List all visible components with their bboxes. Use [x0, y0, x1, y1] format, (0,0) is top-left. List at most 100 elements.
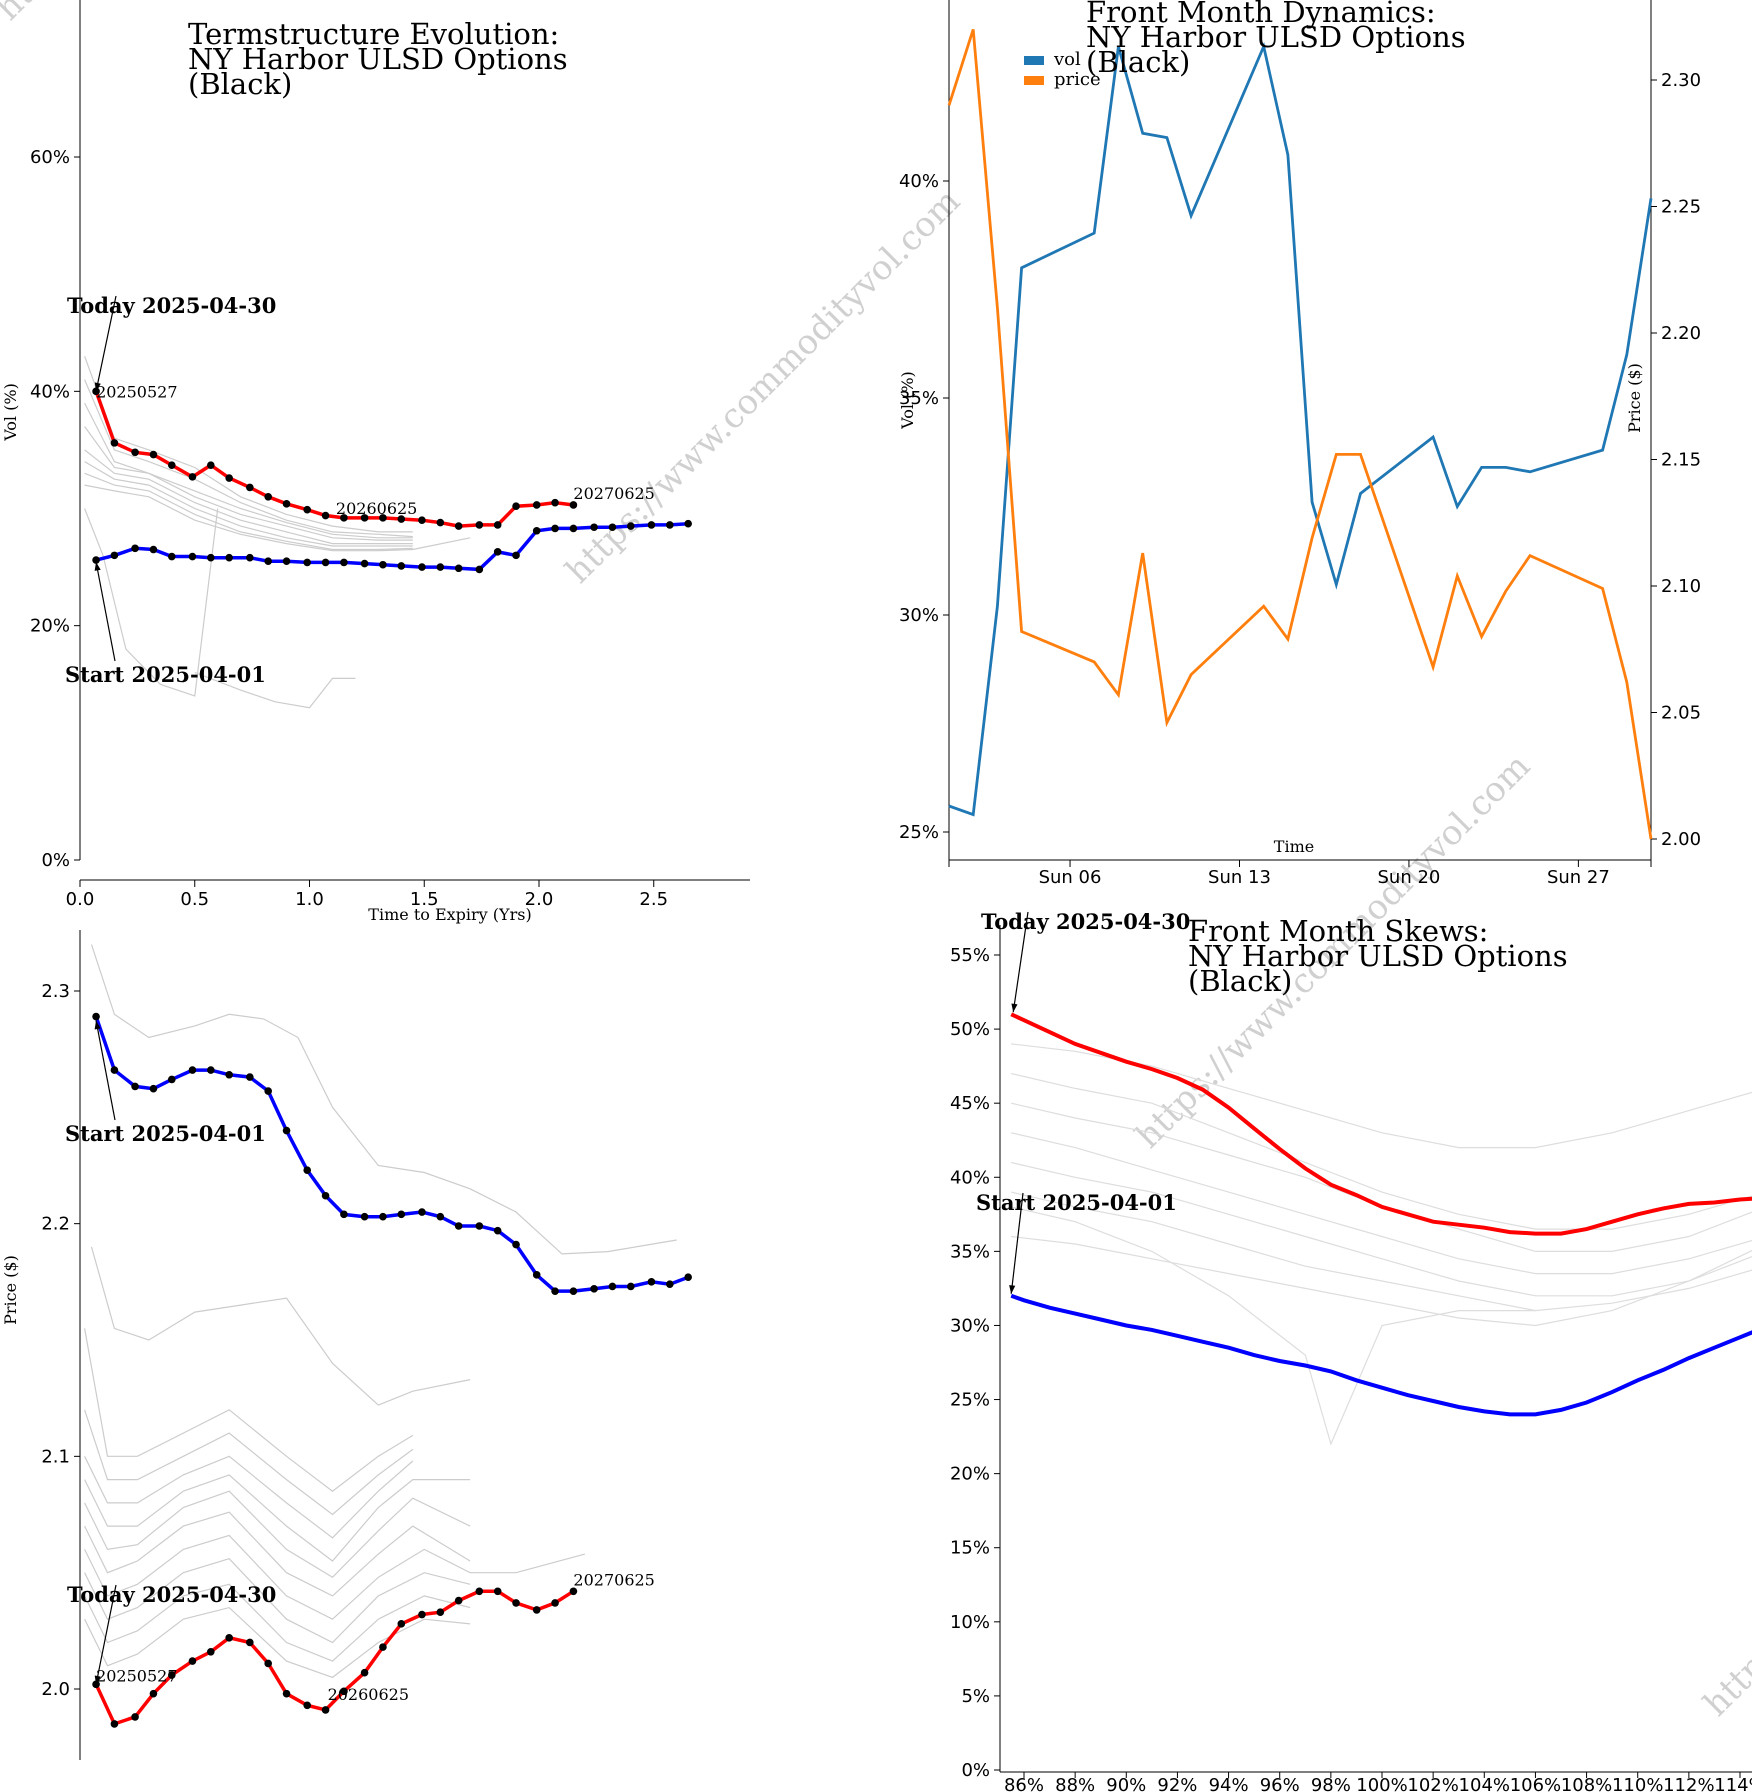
start-point	[188, 1066, 197, 1074]
history-line	[84, 1511, 471, 1597]
x-tick-label: 106%	[1510, 1775, 1561, 1792]
history-line	[84, 508, 219, 697]
annotation-start-arrow	[95, 1020, 116, 1121]
y-tick-label: 40%	[950, 1167, 990, 1188]
today-point	[454, 522, 463, 530]
y-left-tick-label: 30%	[899, 605, 939, 626]
x-tick-label: 1.0	[295, 889, 324, 910]
today-point	[225, 1634, 233, 1642]
today-point	[512, 502, 520, 510]
y-tick-label: 2.0	[41, 1679, 70, 1700]
annotation-today-arrow-head	[94, 1675, 101, 1685]
x-tick-label: 102%	[1407, 1775, 1458, 1792]
x-axis-label: Time to Expiry (Yrs)	[368, 905, 531, 924]
history-line	[1011, 1191, 1752, 1312]
start-line	[94, 1016, 689, 1293]
today-point	[493, 521, 502, 529]
annotation-today-arrow	[95, 295, 117, 392]
history-line	[90, 944, 677, 1255]
point-label: 20270625	[573, 1570, 654, 1589]
today-point	[303, 1701, 312, 1710]
today-point	[436, 1608, 445, 1617]
annotation-start-arrow	[1010, 1192, 1024, 1294]
history-line	[84, 484, 471, 552]
today-point	[188, 1657, 197, 1665]
today-point	[168, 461, 176, 469]
start-point	[379, 1212, 387, 1221]
start-point	[397, 562, 406, 570]
y-axis-label: Price ($)	[1, 1255, 20, 1325]
annotation-start-arrow-head	[94, 1020, 101, 1030]
start-point	[264, 1087, 272, 1095]
history-line	[84, 1558, 471, 1644]
termstructure-price-chart: 2.0 2.1 2.2 2.3 Price ($) Start 2025-04-01 Tod…	[1, 930, 692, 1760]
history-line	[84, 1455, 414, 1539]
start-point	[493, 548, 502, 556]
history-line	[194, 671, 356, 709]
legend-entry: price	[1054, 69, 1101, 90]
today-point	[282, 500, 291, 508]
today-point	[569, 501, 578, 509]
today-point	[475, 1587, 484, 1596]
start-point	[569, 1287, 578, 1295]
today-point	[282, 1689, 291, 1698]
x-tick-label: 92%	[1157, 1775, 1197, 1792]
start-point	[282, 1126, 291, 1135]
chart-title-line: NY Harbor ULSD Options	[1188, 939, 1568, 973]
vol-line	[948, 41, 1653, 817]
start-point	[475, 565, 484, 574]
today-point	[454, 1596, 463, 1605]
x-tick-label: 112%	[1663, 1775, 1714, 1792]
start-point	[149, 1084, 158, 1093]
y-tick-label: 10%	[950, 1612, 990, 1633]
start-point	[647, 1278, 656, 1286]
history-line	[1011, 1206, 1536, 1446]
start-point	[360, 559, 369, 568]
point-label: 20250527	[96, 1666, 177, 1685]
y-tick-label: 20%	[950, 1464, 990, 1485]
today-line	[1010, 1012, 1752, 1236]
x-tick-label: 2.0	[525, 889, 554, 910]
history-line	[1011, 1161, 1752, 1297]
today-point	[321, 511, 330, 520]
point-label: 20250527	[96, 382, 177, 401]
start-point	[454, 1222, 463, 1230]
y-tick-label: 5%	[961, 1686, 990, 1707]
start-point	[168, 552, 176, 561]
start-point	[207, 1066, 215, 1074]
start-point	[207, 553, 215, 562]
history-line	[84, 402, 413, 539]
y-tick-label: 2.1	[41, 1446, 70, 1467]
today-point	[303, 505, 312, 514]
start-point	[418, 563, 426, 571]
chart-title-line: Front Month Skews:	[1188, 914, 1488, 948]
start-point	[454, 564, 463, 573]
today-point	[149, 1689, 158, 1698]
start-point	[590, 1285, 598, 1293]
x-tick-label: 88%	[1055, 1775, 1095, 1792]
annotation-today: Today 2025-04-30	[67, 1582, 276, 1607]
x-tick-label: 98%	[1311, 1775, 1351, 1792]
x-tick-label: 0.0	[66, 889, 95, 910]
history-line	[84, 355, 413, 533]
x-tick-label: 86%	[1004, 1775, 1044, 1792]
history-line	[84, 1474, 471, 1562]
chart-title-line: (Black)	[1188, 964, 1292, 998]
start-point	[647, 521, 656, 529]
y-right-tick-label: 2.05	[1661, 703, 1701, 724]
start-point	[627, 522, 635, 530]
y-tick-label: 60%	[30, 147, 70, 168]
x-tick-label: 1.5	[410, 889, 439, 910]
price-line	[947, 28, 1653, 840]
legend-entry: vol	[1053, 49, 1081, 70]
y-right-tick-label: 2.10	[1661, 576, 1701, 597]
y-tick-label: 50%	[950, 1019, 990, 1040]
start-point	[303, 558, 312, 567]
legend-swatch	[1024, 56, 1044, 65]
y-right-tick-label: 2.25	[1661, 197, 1701, 218]
start-point	[379, 560, 387, 569]
history-line	[84, 1606, 471, 1679]
start-point	[590, 523, 598, 532]
history-line	[84, 426, 413, 541]
